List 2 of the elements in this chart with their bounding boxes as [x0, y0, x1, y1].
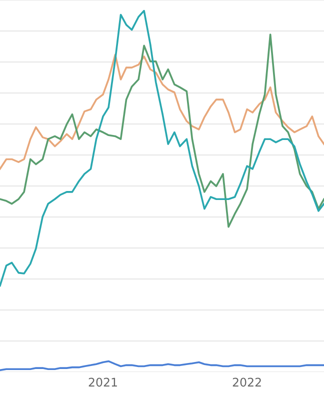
x-tick-label: 2022 — [232, 378, 261, 387]
x-tick-label: 2021 — [88, 378, 117, 387]
